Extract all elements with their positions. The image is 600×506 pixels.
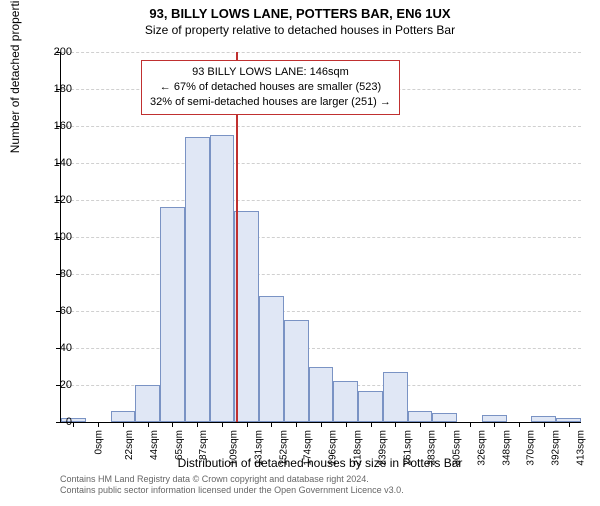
ytick-label: 100 [32,231,72,243]
gridline [61,348,581,349]
xtick-mark [470,422,471,427]
histogram-bar [432,413,457,422]
ytick-label: 20 [32,379,72,391]
xtick-label: 65sqm [174,430,185,460]
xtick-label: 326sqm [476,430,487,466]
annotation-line: 93 BILLY LOWS LANE: 146sqm [150,65,391,80]
xtick-label: 131sqm [254,430,265,466]
plot-area: 93 BILLY LOWS LANE: 146sqm← 67% of detac… [60,52,581,423]
gridline [61,237,581,238]
gridline [61,311,581,312]
ytick-label: 80 [32,268,72,280]
xtick-label: 174sqm [303,430,314,466]
ytick-label: 180 [32,83,72,95]
xtick-mark [371,422,372,427]
xtick-mark [569,422,570,427]
chart-subtitle: Size of property relative to detached ho… [0,23,600,37]
xtick-label: 348sqm [501,430,512,466]
xtick-mark [494,422,495,427]
gridline [61,52,581,53]
xtick-mark [296,422,297,427]
histogram-bar [210,135,235,422]
ytick-label: 0 [32,416,72,428]
xtick-label: 239sqm [377,430,388,466]
ytick-label: 160 [32,120,72,132]
xtick-label: 87sqm [198,430,209,460]
xtick-mark [222,422,223,427]
xtick-mark [73,422,74,427]
xtick-mark [321,422,322,427]
xtick-mark [148,422,149,427]
footer-attribution: Contains HM Land Registry data © Crown c… [60,474,580,497]
footer-line-1: Contains HM Land Registry data © Crown c… [60,474,580,485]
xtick-label: 44sqm [149,430,160,460]
xtick-label: 0sqm [94,430,105,454]
ytick-label: 140 [32,157,72,169]
gridline [61,200,581,201]
histogram-bar [333,381,358,422]
y-axis-label: Number of detached properties [8,0,22,153]
xtick-label: 392sqm [551,430,562,466]
annotation-line: ← 67% of detached houses are smaller (52… [150,80,391,95]
histogram-bar [259,296,284,422]
xtick-label: 22sqm [124,430,135,460]
xtick-mark [98,422,99,427]
histogram-bar [160,207,185,422]
xtick-mark [395,422,396,427]
xtick-mark [123,422,124,427]
xtick-label: 370sqm [526,430,537,466]
histogram-bar [234,211,259,422]
gridline [61,274,581,275]
xtick-mark [197,422,198,427]
xtick-label: 305sqm [452,430,463,466]
histogram-bar [482,415,507,422]
xtick-label: 109sqm [229,430,240,466]
histogram-bar [111,411,136,422]
histogram-bar [358,391,383,422]
xtick-mark [172,422,173,427]
xtick-mark [420,422,421,427]
histogram-bar [185,137,210,422]
xtick-mark [519,422,520,427]
xtick-label: 152sqm [278,430,289,466]
histogram-bar [284,320,309,422]
xtick-mark [445,422,446,427]
histogram-bar [309,367,334,423]
xtick-label: 283sqm [427,430,438,466]
xtick-label: 196sqm [328,430,339,466]
xtick-label: 218sqm [353,430,364,466]
annotation-box: 93 BILLY LOWS LANE: 146sqm← 67% of detac… [141,60,400,115]
xtick-mark [346,422,347,427]
gridline [61,163,581,164]
ytick-label: 40 [32,342,72,354]
histogram-bar [383,372,408,422]
histogram-bar [408,411,433,422]
histogram-bar [135,385,160,422]
xtick-label: 413sqm [575,430,586,466]
ytick-label: 60 [32,305,72,317]
xtick-mark [544,422,545,427]
footer-line-2: Contains public sector information licen… [60,485,580,496]
ytick-label: 120 [32,194,72,206]
xtick-mark [271,422,272,427]
gridline [61,126,581,127]
chart-title: 93, BILLY LOWS LANE, POTTERS BAR, EN6 1U… [0,6,600,21]
xtick-label: 261sqm [402,430,413,466]
annotation-line: 32% of semi-detached houses are larger (… [150,95,391,110]
ytick-label: 200 [32,46,72,58]
xtick-mark [247,422,248,427]
